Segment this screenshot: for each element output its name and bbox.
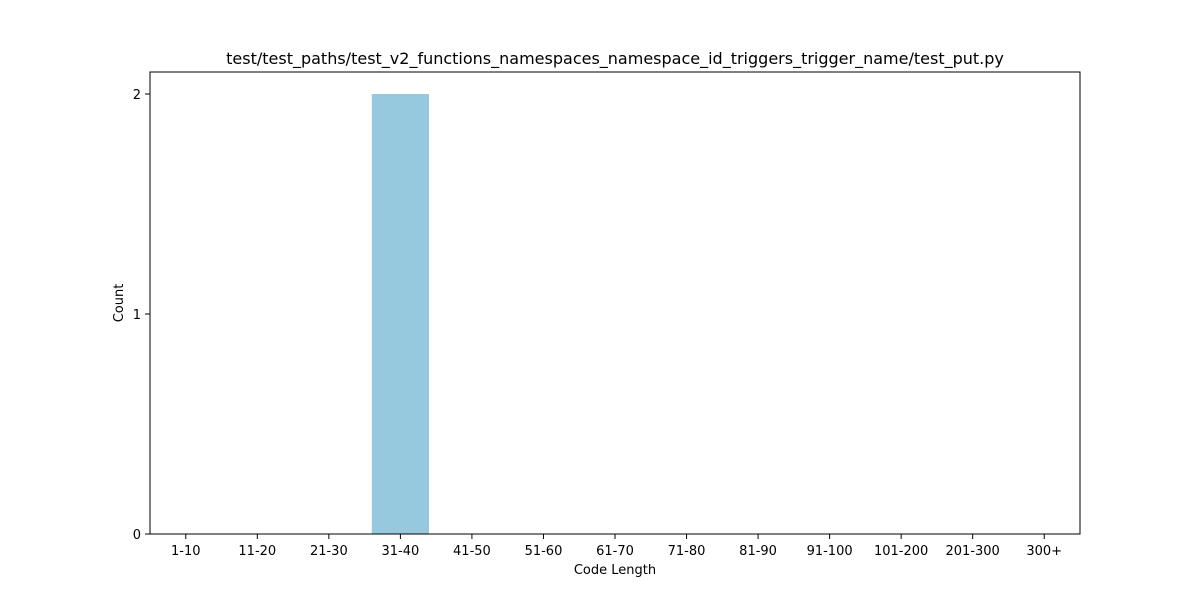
x-tick-label: 41-50 xyxy=(453,544,491,559)
y-axis-ticks: 0 1 2 xyxy=(133,88,150,543)
x-tick-label: 81-90 xyxy=(739,544,777,559)
y-tick-label: 2 xyxy=(133,88,141,103)
x-axis-ticks: 1-10 11-20 21-30 31-40 41-50 51-60 61-70 71-80 8… xyxy=(171,534,1062,559)
y-tick-label: 1 xyxy=(133,308,141,323)
x-tick-label: 101-200 xyxy=(874,544,928,559)
x-tick-label: 1-10 xyxy=(171,544,201,559)
y-tick-label: 0 xyxy=(133,528,141,543)
bars-group xyxy=(371,94,429,534)
x-tick-label: 300+ xyxy=(1026,544,1062,559)
y-axis-label: Count xyxy=(112,284,127,323)
x-tick-label: 71-80 xyxy=(668,544,706,559)
x-tick-label: 91-100 xyxy=(807,544,853,559)
x-tick-label: 51-60 xyxy=(525,544,563,559)
chart-title: test/test_paths/test_v2_functions_namesp… xyxy=(226,49,1004,69)
x-tick-label: 201-300 xyxy=(946,544,1000,559)
x-axis-label: Code Length xyxy=(574,563,656,578)
x-tick-label: 31-40 xyxy=(381,544,419,559)
plot-area-frame xyxy=(149,71,1081,535)
x-tick-label: 11-20 xyxy=(238,544,276,559)
bar-31-40 xyxy=(371,94,429,534)
x-tick-label: 21-30 xyxy=(310,544,348,559)
x-tick-label: 61-70 xyxy=(596,544,634,559)
